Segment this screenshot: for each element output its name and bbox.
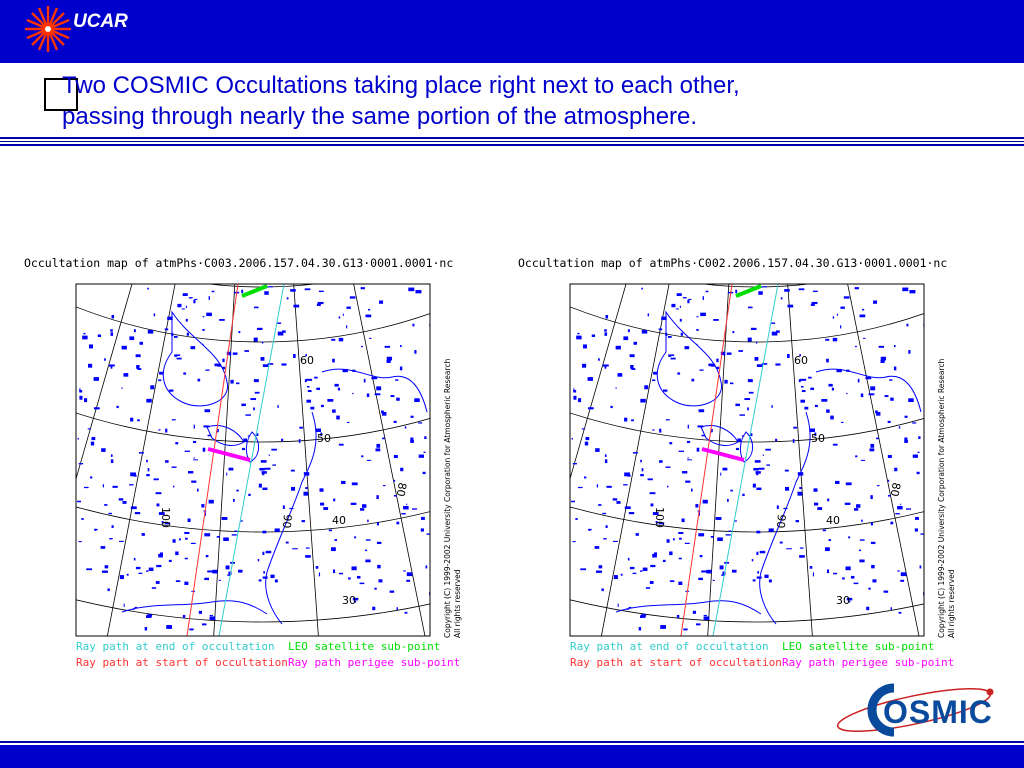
- longitude-label: 90: [280, 514, 294, 529]
- latitude-label: 40: [332, 514, 346, 527]
- copyright-text: Copyright (C) 1999-2002 University Corpo…: [937, 358, 946, 638]
- perigee-subpoint-track: [701, 447, 745, 462]
- latitude-line: [76, 599, 430, 623]
- longitude-line: [847, 284, 920, 636]
- latitude-label: 60: [794, 354, 808, 367]
- occultation-map-left: Occultation map of atmPhs·C003.2006.157.…: [22, 252, 512, 672]
- bullet-glyph-icon: [44, 78, 78, 111]
- leo-subpoint-track: [735, 284, 762, 298]
- longitude-line: [707, 284, 730, 636]
- longitude-label: 90: [774, 514, 788, 529]
- longitude-label: 80: [888, 481, 903, 497]
- header-bar: UCAR: [0, 0, 1024, 63]
- latitude-label: 30: [342, 594, 356, 607]
- footer-divider: [0, 741, 1024, 743]
- legend-leo-subpoint: LEO satellite sub-point: [288, 640, 440, 653]
- longitude-label: 80: [394, 481, 409, 497]
- longitude-label: 100: [653, 507, 666, 528]
- coastlines: [77, 286, 430, 631]
- legend-perigee-subpoint: Ray path perigee sub-point: [288, 656, 460, 669]
- legend-start-ray: Ray path at start of occultation: [76, 656, 288, 669]
- ray-path-end-line: [218, 284, 285, 636]
- latitude-label: 40: [826, 514, 840, 527]
- copyright-text: Copyright (C) 1999-2002 University Corpo…: [443, 358, 452, 638]
- coastlines: [571, 286, 924, 631]
- ucar-logo-text: UCAR: [73, 11, 128, 32]
- cosmic-logo-text: OSMIC: [883, 694, 993, 730]
- legend-end-ray: Ray path at end of occultation: [76, 640, 275, 653]
- latitude-line: [570, 506, 924, 533]
- latitude-line: [570, 412, 924, 443]
- latitude-label: 30: [836, 594, 850, 607]
- map-title: Occultation map of atmPhs·C003.2006.157.…: [24, 256, 453, 270]
- map-body: [570, 284, 924, 636]
- slide-title-line-1: Two COSMIC Occultations taking place rig…: [62, 72, 740, 99]
- longitude-line: [787, 284, 813, 636]
- map-frame: [569, 283, 925, 637]
- rights-text: All rights reserved: [947, 569, 956, 638]
- cosmic-logo-icon: [836, 683, 994, 737]
- ucar-star-logo-icon: [25, 6, 71, 52]
- slide-title: Two COSMIC Occultations taking place rig…: [62, 70, 882, 132]
- legend-leo-subpoint: LEO satellite sub-point: [782, 640, 934, 653]
- latitude-line: [570, 599, 924, 623]
- latitude-line: [76, 412, 430, 443]
- longitude-line: [293, 284, 319, 636]
- longitude-line: [106, 284, 176, 636]
- latitude-label: 60: [300, 354, 314, 367]
- legend-perigee-subpoint: Ray path perigee sub-point: [782, 656, 954, 669]
- latitude-label: 50: [811, 432, 825, 445]
- longitude-line: [213, 284, 236, 636]
- ray-path-start-line: [680, 284, 733, 636]
- map-body: [76, 284, 430, 636]
- latitude-line: [76, 506, 430, 533]
- occultation-map-right: Occultation map of atmPhs·C002.2006.157.…: [516, 252, 1006, 672]
- map-title: Occultation map of atmPhs·C002.2006.157.…: [518, 256, 947, 270]
- legend-end-ray: Ray path at end of occultation: [570, 640, 769, 653]
- footer-bar: [0, 745, 1024, 768]
- longitude-line: [353, 284, 426, 636]
- map-canvas: Occultation map of atmPhs·C002.2006.157.…: [518, 256, 956, 669]
- header-divider: [0, 137, 1024, 147]
- leo-subpoint-track: [241, 284, 268, 298]
- longitude-line: [570, 284, 627, 481]
- legend-start-ray: Ray path at start of occultation: [570, 656, 782, 669]
- latitude-label: 50: [317, 432, 331, 445]
- perigee-subpoint-track: [207, 447, 251, 462]
- ray-path-start-line: [186, 284, 239, 636]
- longitude-label: 100: [159, 507, 172, 528]
- ray-path-end-line: [712, 284, 779, 636]
- longitude-line: [600, 284, 670, 636]
- slide-title-line-2: passing through nearly the same portion …: [62, 103, 698, 130]
- rights-text: All rights reserved: [453, 569, 462, 638]
- longitude-line: [76, 284, 133, 481]
- map-canvas: Occultation map of atmPhs·C003.2006.157.…: [24, 256, 462, 669]
- map-frame: [75, 283, 431, 637]
